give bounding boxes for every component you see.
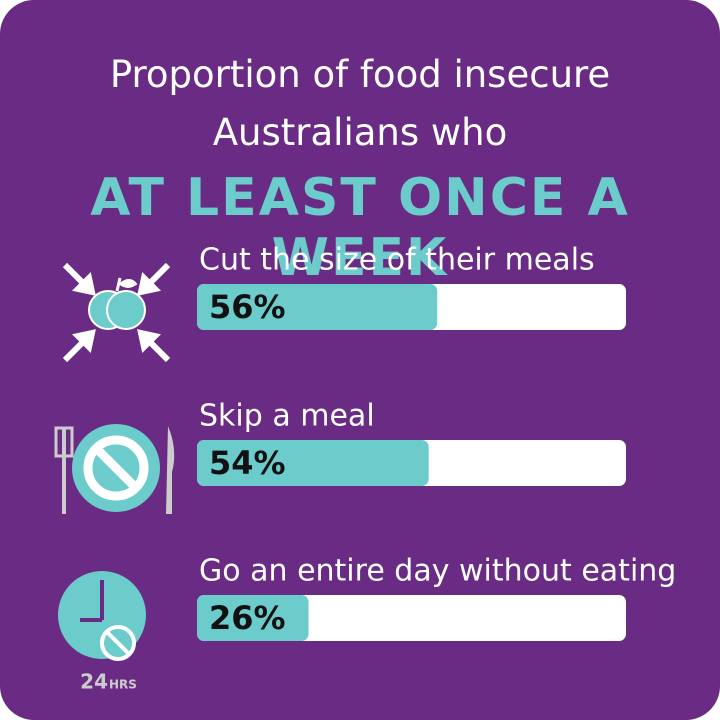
annotation: 24	[80, 670, 108, 694]
chart-subtitle: AT LEAST ONCE A WEEK	[90, 168, 630, 288]
value-label: 54%	[209, 444, 286, 482]
icon-apple	[62, 262, 171, 363]
bar	[197, 284, 438, 330]
value-label: 26%	[209, 599, 286, 637]
annotation: HRS	[109, 678, 137, 692]
bar	[197, 595, 309, 641]
category-label: Go an entire day without eating	[199, 554, 676, 589]
bar	[197, 440, 429, 486]
chart-title: Proportion of food insecure Australians …	[109, 53, 611, 154]
category-label: Cut the size of their meals	[199, 243, 595, 278]
icon-clock: 24 HRS	[58, 571, 146, 694]
icon-plate	[54, 424, 175, 514]
value-label: 56%	[209, 288, 286, 326]
category-label: Skip a meal	[199, 399, 375, 434]
